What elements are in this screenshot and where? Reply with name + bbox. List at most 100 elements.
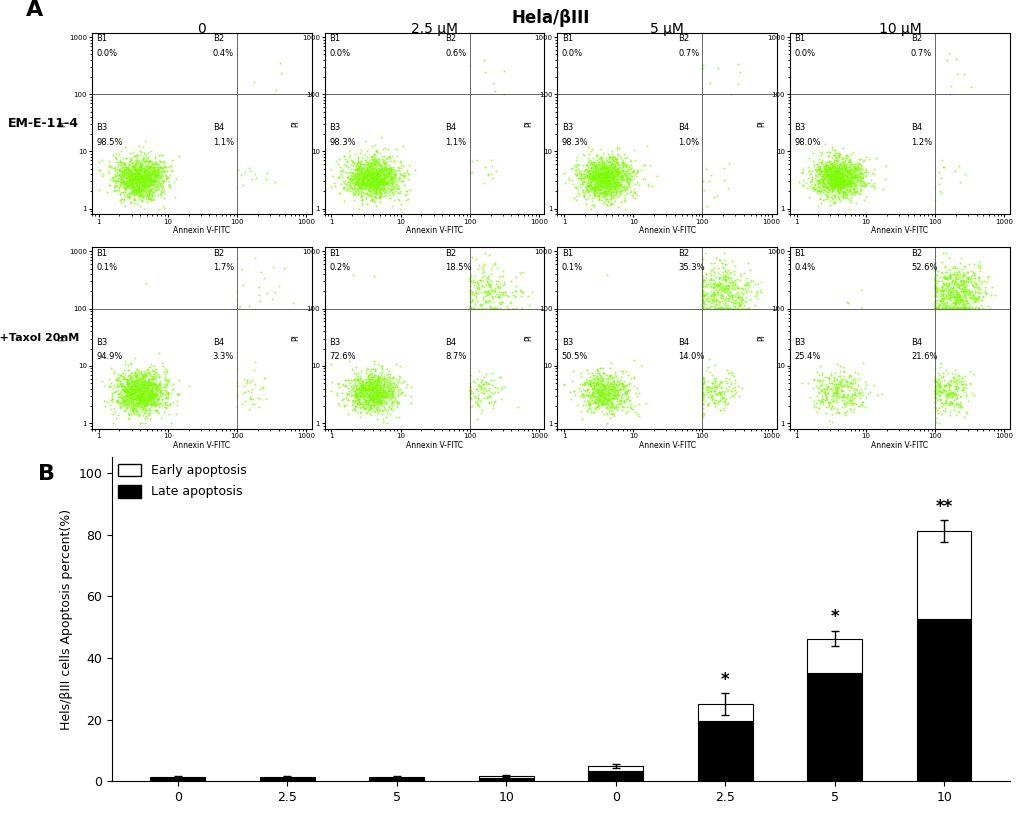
Point [595, 379, 611, 392]
Point [378, 394, 394, 407]
Point [141, 393, 157, 406]
Point [815, 162, 832, 175]
Point [124, 174, 141, 187]
Text: 2.5 μM: 2.5 μM [411, 22, 458, 37]
Point [736, 282, 752, 295]
Point [791, 176, 807, 189]
Point [600, 171, 616, 184]
Point [567, 164, 583, 177]
Point [374, 383, 390, 396]
Point [955, 276, 971, 289]
Point [852, 284, 868, 297]
Point [384, 383, 400, 396]
Point [933, 287, 950, 300]
Point [143, 168, 159, 181]
Point [833, 175, 849, 188]
Point [472, 396, 488, 409]
Point [235, 387, 252, 400]
Point [390, 172, 407, 185]
Point [947, 297, 963, 310]
Point [603, 144, 620, 157]
Point [845, 177, 861, 190]
Point [129, 172, 146, 185]
Point [370, 158, 386, 171]
Point [395, 169, 412, 182]
Point [929, 299, 946, 312]
Point [106, 365, 122, 378]
Point [843, 389, 859, 402]
Point [823, 160, 840, 173]
Point [974, 291, 990, 304]
Point [378, 372, 394, 385]
Point [366, 166, 382, 179]
Point [360, 168, 376, 181]
Point [120, 190, 137, 203]
Point [150, 167, 166, 180]
Point [140, 179, 156, 192]
Point [597, 170, 613, 183]
Point [597, 185, 613, 198]
Point [372, 382, 388, 395]
Point [369, 370, 385, 383]
Point [608, 392, 625, 405]
Point [398, 184, 415, 197]
Point [718, 299, 735, 312]
Point [346, 176, 363, 189]
Point [148, 180, 164, 193]
Point [367, 153, 383, 166]
Point [694, 275, 710, 288]
Point [832, 164, 848, 177]
Point [940, 277, 956, 290]
Point [694, 269, 710, 282]
Point [350, 162, 366, 175]
Point [125, 194, 142, 207]
Point [578, 163, 594, 176]
Point [946, 302, 962, 315]
Point [377, 177, 393, 190]
Point [732, 293, 748, 306]
Point [947, 293, 963, 306]
Point [362, 402, 378, 415]
Point [138, 171, 154, 184]
Point [932, 386, 949, 399]
Point [133, 388, 150, 401]
Point [130, 392, 147, 405]
Point [143, 168, 159, 181]
Point [723, 276, 740, 289]
Point [352, 163, 368, 176]
Point [367, 387, 383, 400]
Point [625, 400, 641, 413]
Point [824, 181, 841, 194]
Point [158, 375, 174, 388]
Point [714, 301, 731, 314]
Point [144, 387, 160, 400]
Point [114, 400, 130, 413]
Point [853, 398, 869, 411]
Point [368, 184, 384, 197]
Point [599, 161, 615, 174]
Point [135, 172, 151, 185]
Point [373, 378, 389, 391]
Point [384, 173, 400, 186]
Point [928, 379, 945, 392]
Point [475, 258, 491, 271]
Point [148, 382, 164, 395]
Point [335, 175, 352, 188]
Point [716, 258, 733, 271]
Point [945, 291, 961, 304]
Point [607, 168, 624, 181]
Point [381, 161, 397, 174]
Point [592, 173, 608, 186]
Point [131, 394, 148, 407]
Point [506, 291, 523, 304]
Point [826, 164, 843, 177]
Point [926, 286, 943, 299]
Point [818, 145, 835, 158]
Point [143, 164, 159, 177]
Point [118, 396, 135, 409]
Point [127, 369, 144, 382]
Point [335, 149, 352, 162]
Point [940, 376, 956, 389]
Point [817, 388, 834, 401]
Text: B4: B4 [213, 338, 224, 347]
